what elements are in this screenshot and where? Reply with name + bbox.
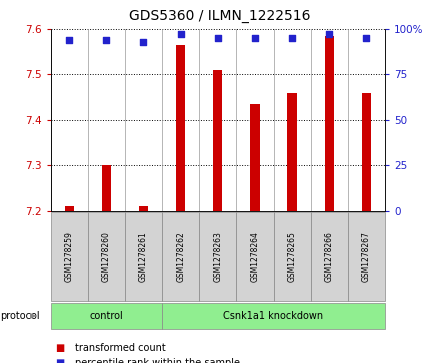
Bar bbox=[325, 36, 334, 211]
Text: Csnk1a1 knockdown: Csnk1a1 knockdown bbox=[224, 311, 323, 321]
Text: GSM1278265: GSM1278265 bbox=[288, 231, 297, 282]
Bar bbox=[176, 45, 185, 211]
Text: GDS5360 / ILMN_1222516: GDS5360 / ILMN_1222516 bbox=[129, 9, 311, 23]
Text: transformed count: transformed count bbox=[75, 343, 165, 354]
Point bbox=[214, 35, 221, 41]
Text: ▶: ▶ bbox=[30, 311, 36, 320]
Point bbox=[103, 37, 110, 43]
Text: GSM1278263: GSM1278263 bbox=[213, 231, 222, 282]
Text: GSM1278267: GSM1278267 bbox=[362, 231, 371, 282]
Text: protocol: protocol bbox=[0, 311, 40, 321]
Bar bbox=[362, 93, 371, 211]
Bar bbox=[213, 70, 223, 211]
Bar bbox=[287, 93, 297, 211]
Text: GSM1278266: GSM1278266 bbox=[325, 231, 334, 282]
Text: GSM1278260: GSM1278260 bbox=[102, 231, 111, 282]
Text: percentile rank within the sample: percentile rank within the sample bbox=[75, 358, 240, 363]
Point bbox=[363, 35, 370, 41]
Point bbox=[289, 35, 296, 41]
Point bbox=[140, 39, 147, 45]
Bar bbox=[65, 206, 74, 211]
Point bbox=[251, 35, 258, 41]
Bar bbox=[139, 206, 148, 211]
Text: ■: ■ bbox=[55, 343, 64, 354]
Point bbox=[177, 32, 184, 37]
Text: control: control bbox=[89, 311, 123, 321]
Text: GSM1278264: GSM1278264 bbox=[250, 231, 260, 282]
Bar bbox=[250, 104, 260, 211]
Text: GSM1278261: GSM1278261 bbox=[139, 232, 148, 282]
Text: GSM1278259: GSM1278259 bbox=[65, 231, 73, 282]
Bar bbox=[102, 165, 111, 211]
Text: GSM1278262: GSM1278262 bbox=[176, 232, 185, 282]
Point bbox=[66, 37, 73, 43]
Point bbox=[326, 32, 333, 37]
Text: ■: ■ bbox=[55, 358, 64, 363]
